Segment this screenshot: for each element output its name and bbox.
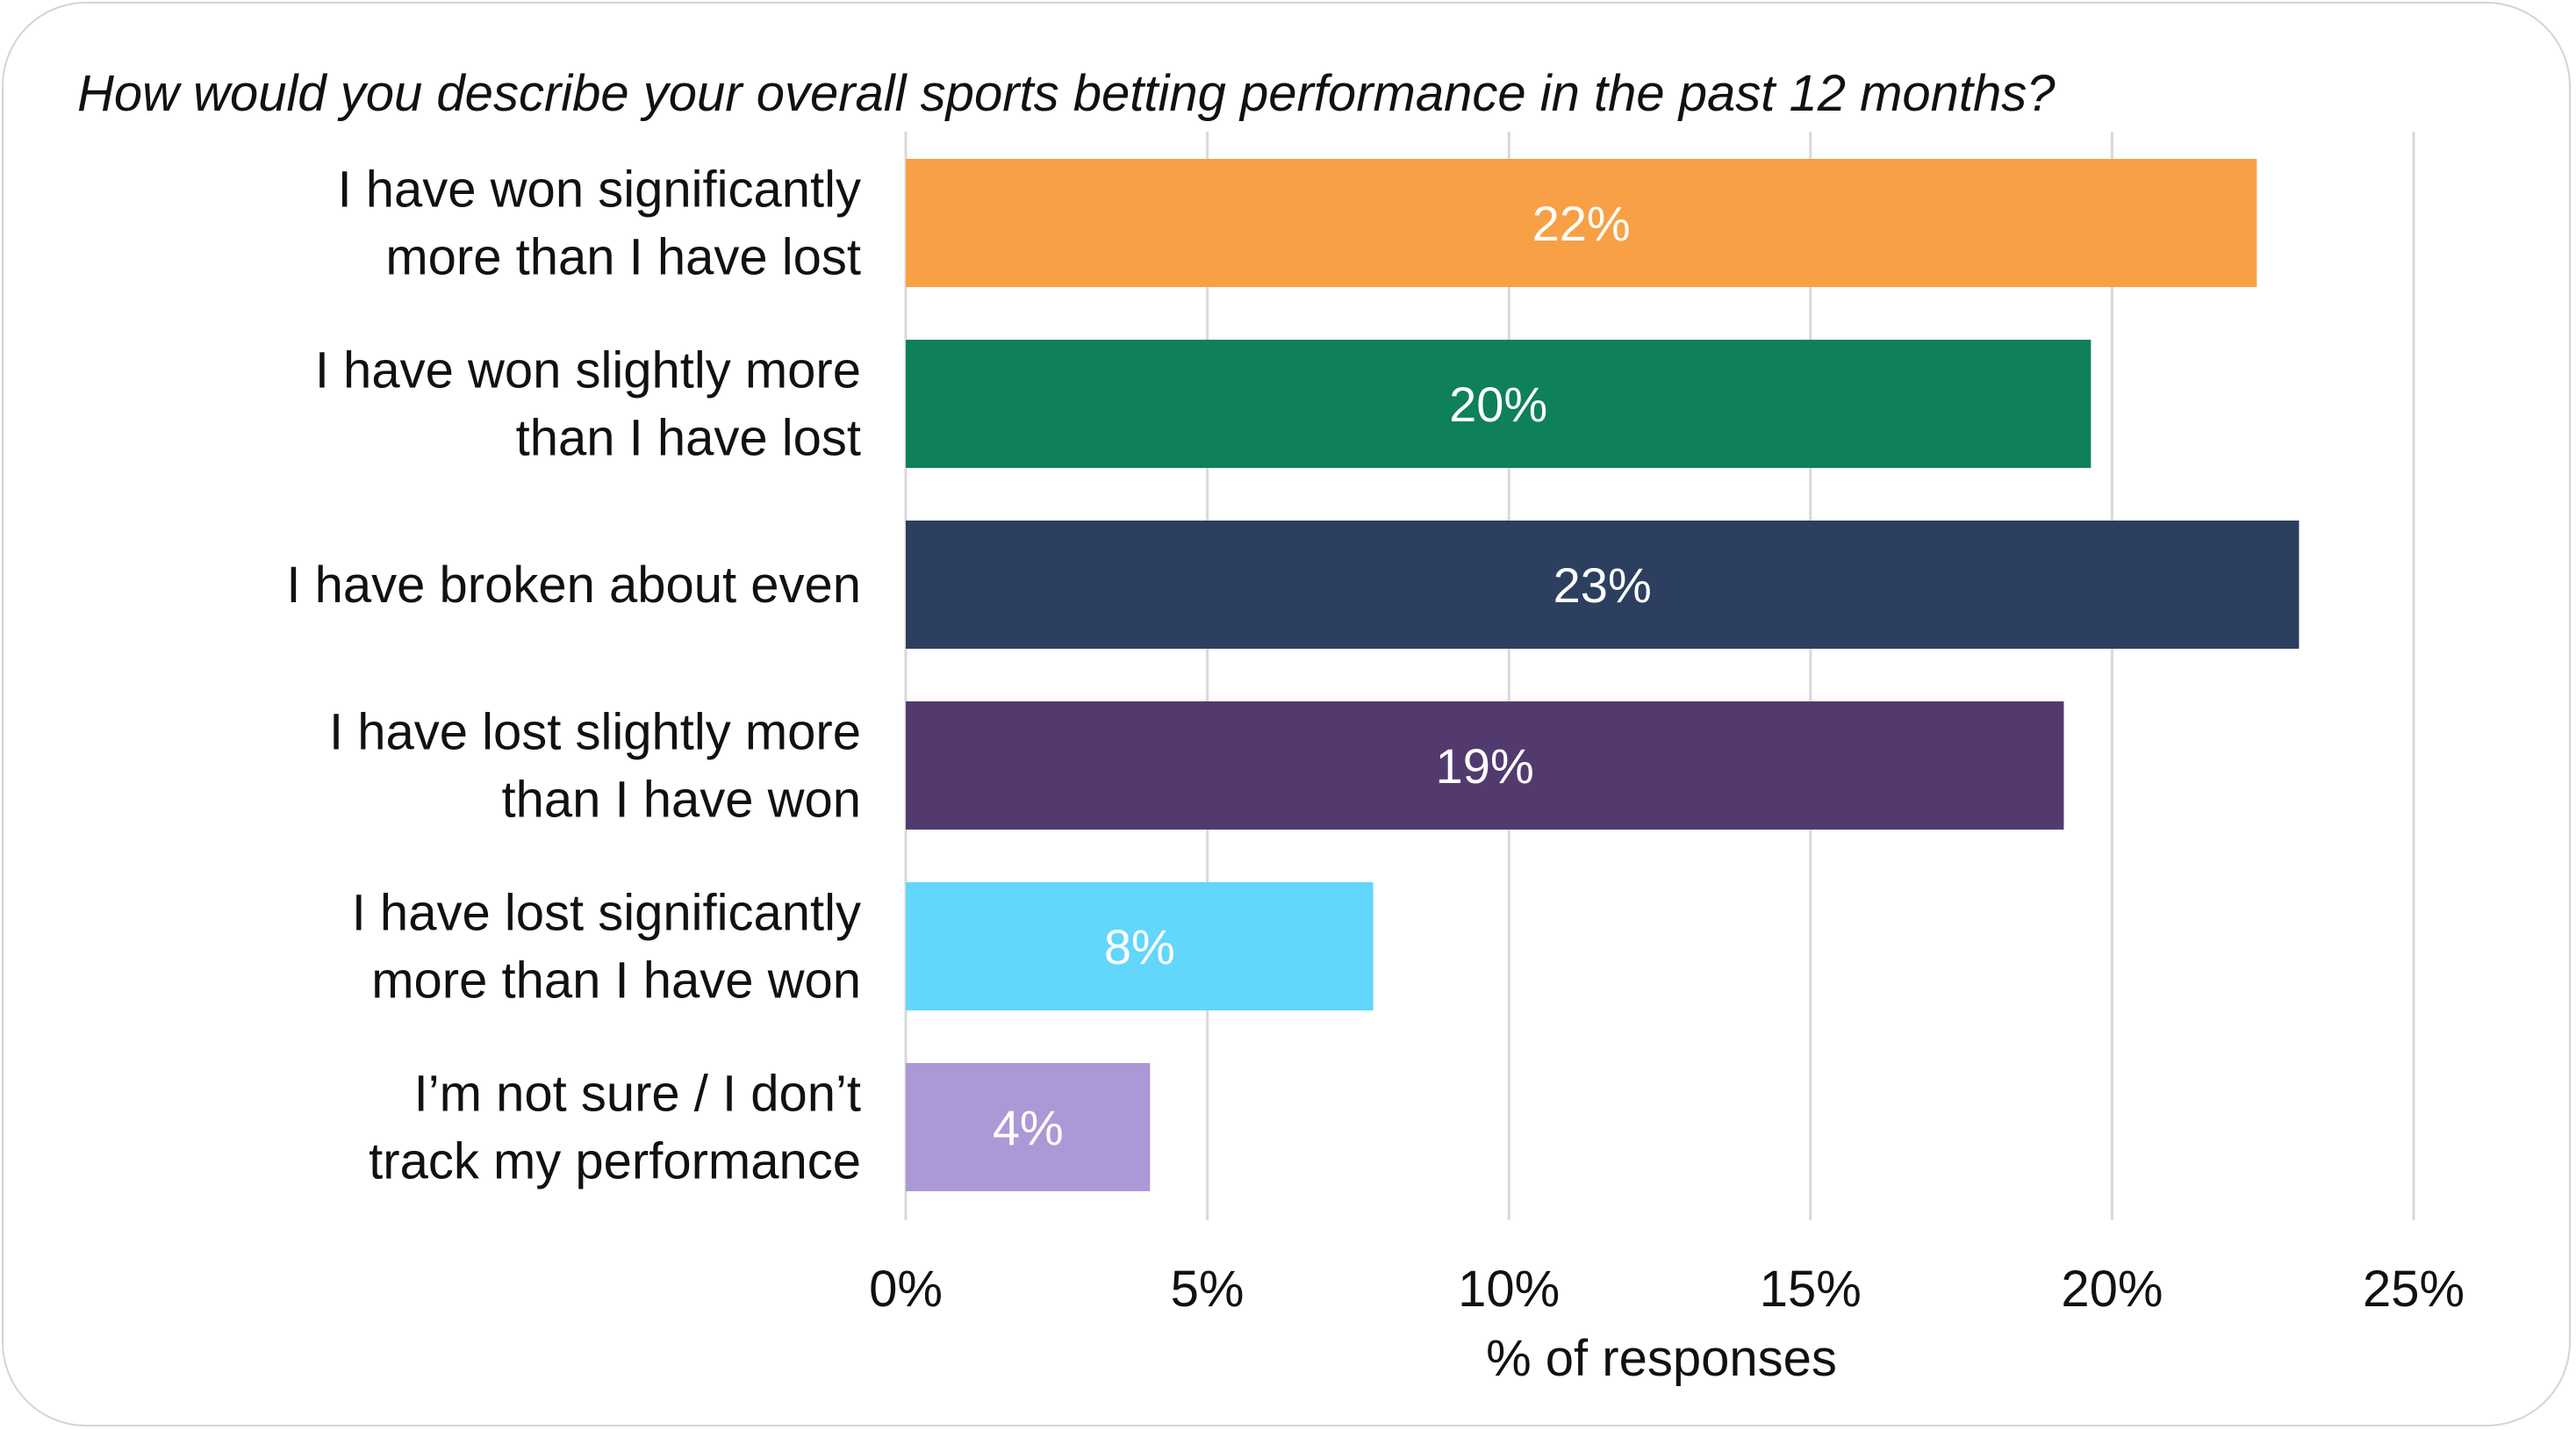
bar-data-label: 19% bbox=[1436, 738, 1534, 794]
x-tick-label: 25% bbox=[2363, 1261, 2465, 1318]
bar bbox=[906, 521, 2300, 649]
category-label: I have won significantly bbox=[338, 162, 861, 219]
x-tick-label: 0% bbox=[869, 1261, 943, 1318]
bar bbox=[906, 340, 2092, 468]
category-label: I have lost slightly more bbox=[329, 704, 861, 761]
gridlines bbox=[904, 132, 2415, 1220]
category-label: more than I have won bbox=[371, 952, 861, 1010]
x-tick-label: 10% bbox=[1458, 1261, 1560, 1318]
bar-data-label: 23% bbox=[1553, 557, 1652, 613]
x-tick-label: 20% bbox=[2061, 1261, 2163, 1318]
x-axis-title: % of responses bbox=[1486, 1330, 1837, 1387]
category-label: I have broken about even bbox=[286, 557, 861, 614]
category-label: than I have lost bbox=[516, 410, 861, 467]
bar bbox=[906, 882, 1374, 1010]
bar-data-label: 22% bbox=[1532, 196, 1631, 251]
bar-data-label: 4% bbox=[993, 1100, 1064, 1155]
category-labels: I have won significantly more than I have… bbox=[286, 162, 861, 1190]
category-label: I’m not sure / I don’t bbox=[414, 1066, 861, 1123]
bar bbox=[906, 701, 2064, 830]
chart-title: How would you describe your overall spor… bbox=[77, 65, 2056, 122]
category-label: I have won slightly more bbox=[315, 342, 861, 399]
x-axis-tick-labels: 0% 5% 10% 15% 20% 25% bbox=[869, 1261, 2465, 1318]
bar-data-label: 8% bbox=[1104, 919, 1175, 974]
category-label: more than I have lost bbox=[385, 229, 861, 286]
bar bbox=[906, 159, 2257, 287]
bars: 22% 20% 23% 19% 8% 4% bbox=[906, 159, 2300, 1191]
bar bbox=[906, 1063, 1151, 1191]
category-label: track my performance bbox=[369, 1133, 861, 1190]
category-label: than I have won bbox=[501, 772, 861, 829]
x-tick-label: 5% bbox=[1171, 1261, 1245, 1318]
category-label: I have lost significantly bbox=[352, 885, 861, 942]
bar-data-label: 20% bbox=[1449, 377, 1547, 432]
x-tick-label: 15% bbox=[1760, 1261, 1862, 1318]
